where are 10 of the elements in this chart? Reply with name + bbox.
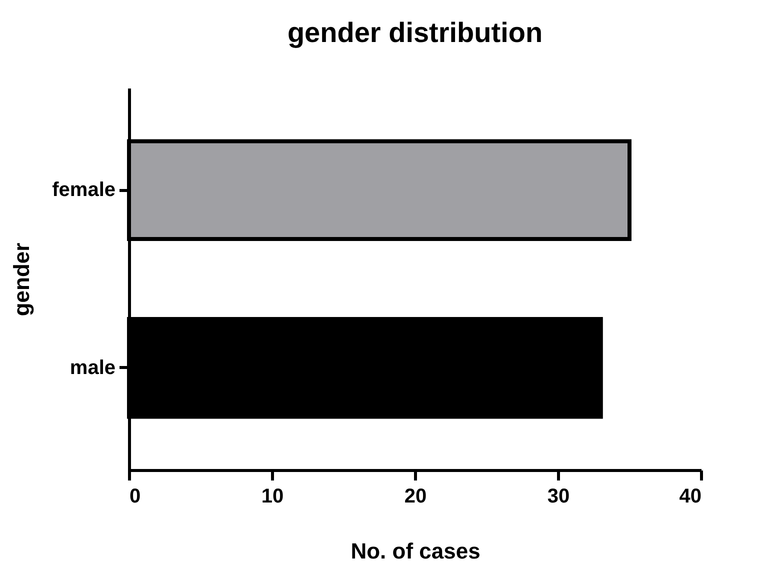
x-tick-label: 10 <box>261 486 284 508</box>
x-axis-title: No. of cases <box>350 538 480 564</box>
x-tick-label: 40 <box>679 486 702 508</box>
x-tick-label: 20 <box>404 486 427 508</box>
x-tick-label: 30 <box>547 486 570 508</box>
y-tick-label: male <box>70 356 116 379</box>
x-tick-label: 0 <box>130 486 141 508</box>
y-axis-title: gender <box>9 242 34 316</box>
y-tick-label: female <box>52 179 116 202</box>
chart-title: gender distribution <box>287 17 543 48</box>
